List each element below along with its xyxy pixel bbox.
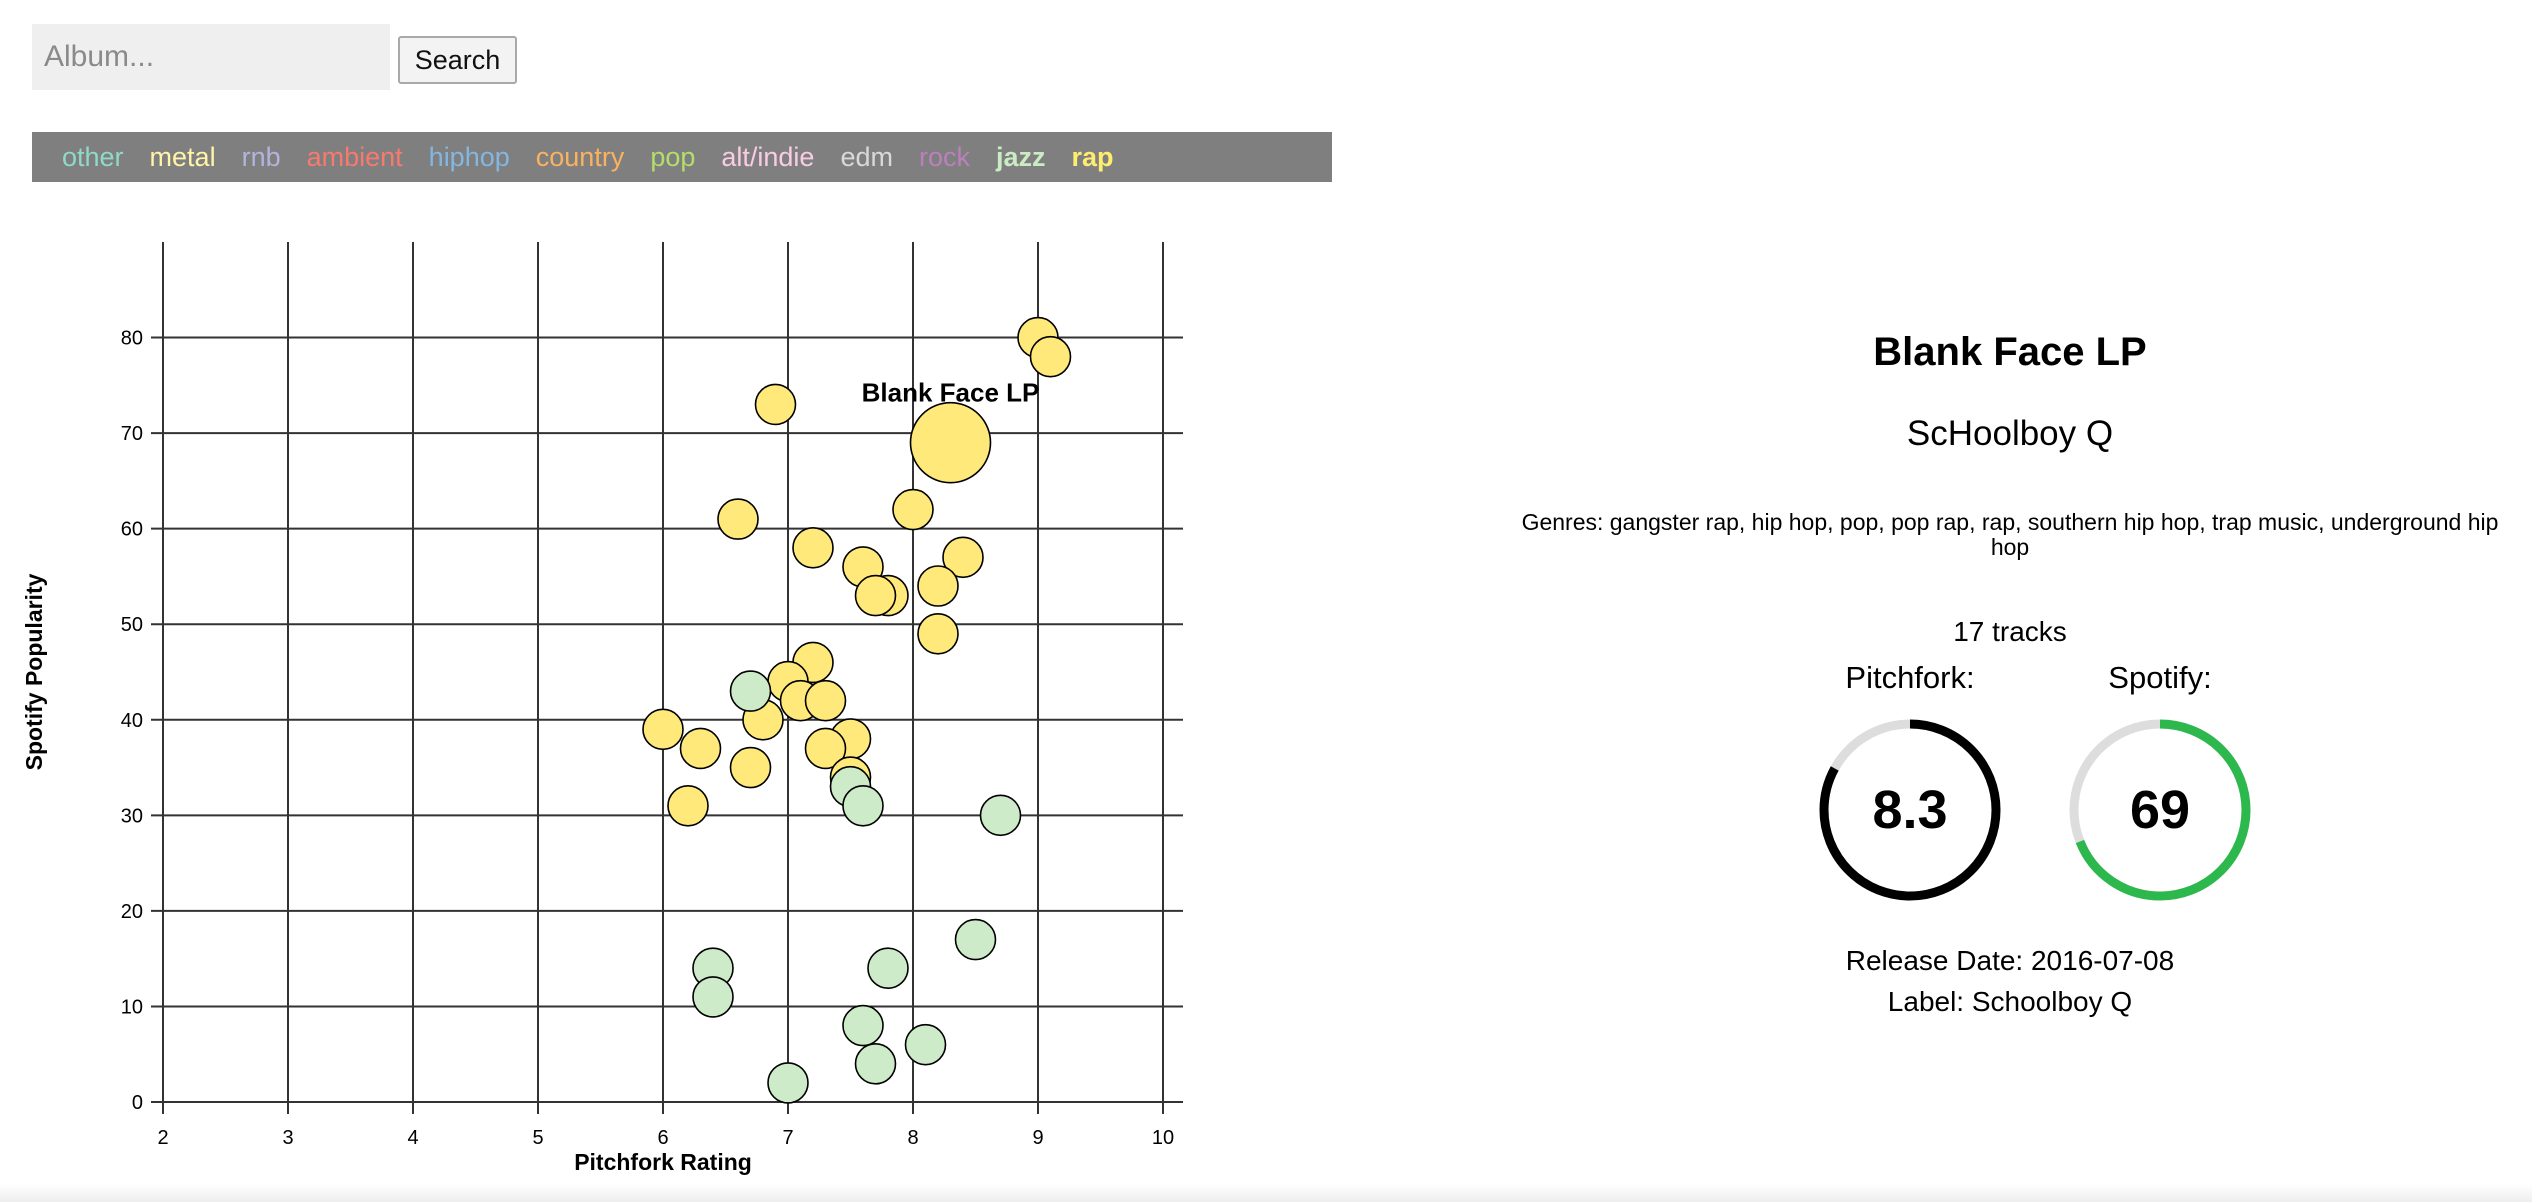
- search-button[interactable]: Search: [398, 36, 517, 84]
- y-tick-label: 60: [121, 519, 143, 541]
- y-tick-label: 50: [121, 614, 143, 636]
- genre-filter-other[interactable]: other: [62, 141, 124, 172]
- spotify-gauge: 69: [2069, 719, 2251, 901]
- scatter-chart: 2 3 4 5 6 7 8 9 10 0 10 20 30 40 50 60 70 80 Pitchfork Rat…: [21, 242, 1183, 1175]
- genre-filter-hiphop[interactable]: hiphop: [428, 141, 510, 172]
- genre-filter-pop[interactable]: pop: [650, 141, 696, 172]
- jazz-album-point: [842, 1004, 884, 1047]
- y-tick-label: 0: [132, 1092, 143, 1114]
- album-genres: Genres: gangster rap, hip hop, pop, pop …: [1521, 509, 2499, 560]
- rap-album-point: [717, 498, 759, 540]
- rap-album-point: [679, 727, 722, 770]
- genre-filter-country[interactable]: country: [535, 141, 625, 172]
- spotify-gauge-fill: [2069, 719, 2251, 901]
- y-tick-label: 70: [121, 423, 143, 445]
- genre-filter-edm[interactable]: edm: [840, 141, 893, 172]
- jazz-album-point: [729, 670, 772, 712]
- record-label: Label: Schoolboy Q: [1887, 986, 2133, 1017]
- pitchfork-gauge: 8.3: [1819, 719, 2001, 901]
- genre-filter-rap[interactable]: rap: [1071, 141, 1114, 172]
- pitchfork-score: 8.3: [1872, 780, 1947, 840]
- rap-album-point: [804, 727, 847, 770]
- y-tick-label: 20: [121, 901, 143, 923]
- y-tick-label: 30: [121, 805, 143, 827]
- album-title: Blank Face LP: [1873, 330, 2147, 374]
- release-date: Release Date: 2016-07-08: [1845, 945, 2175, 976]
- y-tick-label: 80: [121, 328, 143, 350]
- rap-album-point: [892, 488, 934, 531]
- rap-album-point: [917, 612, 959, 655]
- jazz-album-point: [954, 918, 997, 961]
- rap-album-point: [942, 536, 984, 579]
- genre-filter-ambient[interactable]: ambient: [306, 141, 403, 172]
- spotify-score: 69: [2130, 780, 2190, 840]
- x-tick-label: 7: [782, 1127, 793, 1149]
- x-tick-label: 6: [657, 1127, 668, 1149]
- x-tick-label: 8: [907, 1127, 918, 1149]
- x-tick-label: 4: [407, 1127, 418, 1149]
- album-search-input[interactable]: [32, 24, 390, 90]
- rap-album-point: [754, 383, 797, 426]
- page-bottom-edge: [0, 1184, 2532, 1202]
- x-tick-label: 2: [157, 1127, 168, 1149]
- rap-album-point: [667, 784, 709, 827]
- rap-album-point: [729, 746, 772, 789]
- rap-album-point: [642, 708, 684, 751]
- jazz-album-point: [854, 1042, 897, 1085]
- rap-album-point: [854, 574, 897, 617]
- x-axis-label: Pitchfork Rating: [574, 1149, 752, 1175]
- genre-filter-jazz[interactable]: jazz: [996, 141, 1046, 172]
- y-tick-label: 10: [121, 996, 143, 1018]
- album-artist: ScHoolboy Q: [1906, 414, 2114, 453]
- jazz-album-point: [842, 784, 884, 827]
- jazz-album-point: [979, 794, 1022, 837]
- y-axis-label: Spotify Popularity: [21, 573, 47, 770]
- genre-filter-alt-indie[interactable]: alt/indie: [721, 141, 815, 172]
- genre-filter-rnb[interactable]: rnb: [241, 141, 281, 172]
- spotify-label: Spotify:: [2108, 660, 2212, 695]
- pitchfork-label: Pitchfork:: [1845, 660, 1975, 695]
- x-tick-label: 10: [1152, 1127, 1174, 1149]
- track-count: 17 tracks: [1953, 616, 2067, 647]
- pitchfork-gauge-fill: [1819, 719, 2001, 901]
- x-tick-label: 9: [1032, 1127, 1043, 1149]
- genre-filter-rock[interactable]: rock: [918, 141, 970, 172]
- selected-album-point: [909, 401, 992, 484]
- rap-album-point: [917, 565, 959, 607]
- x-tick-label: 3: [282, 1127, 293, 1149]
- jazz-album-point: [692, 976, 734, 1018]
- y-tick-label: 40: [121, 710, 143, 732]
- rap-album-point: [804, 679, 847, 722]
- rap-album-point: [792, 526, 834, 569]
- jazz-album-point: [767, 1062, 809, 1104]
- jazz-album-point: [904, 1023, 947, 1066]
- genre-filter-metal[interactable]: metal: [149, 141, 216, 172]
- rap-album-point: [1029, 335, 1072, 378]
- x-tick-label: 5: [532, 1127, 543, 1149]
- selected-album-label: Blank Face LP: [862, 378, 1040, 408]
- genre-filter-bar: other metal rnb ambient hiphop country pop alt/…: [32, 132, 1332, 182]
- jazz-album-point: [867, 947, 909, 990]
